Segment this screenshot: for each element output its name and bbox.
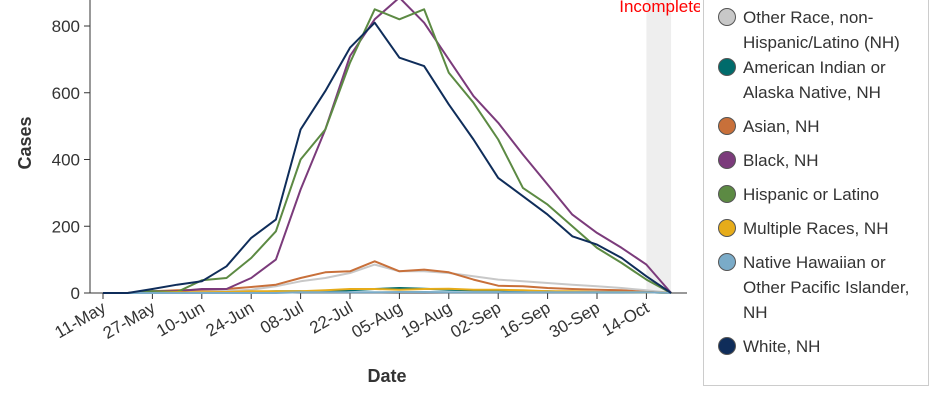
y-tick-label: 600	[52, 84, 80, 103]
x-tick-label: 08-Jul	[257, 298, 307, 338]
legend-swatch-other-race	[718, 8, 736, 26]
x-tick-label: 02-Sep	[447, 298, 504, 342]
x-tick-label: 24-Jun	[203, 298, 258, 340]
legend-label-asian: Asian, NH	[743, 117, 820, 136]
x-axis-title: Date	[367, 366, 406, 386]
legend-label-american-indian: American Indian or Alaska Native, NH	[743, 58, 886, 102]
legend: Other Race, non-Hispanic/Latino (NH) Ame…	[703, 0, 929, 386]
x-tick-label: 22-Jul	[306, 298, 356, 338]
x-tick-label: 11-May	[51, 298, 109, 342]
legend-label-black: Black, NH	[743, 151, 819, 170]
x-tick-label: 14-Oct	[599, 298, 653, 340]
x-tick-label: 27-May	[100, 298, 159, 343]
legend-swatch-native-hawaiian	[718, 253, 736, 271]
x-tick-label: 05-Aug	[348, 298, 405, 342]
incomplete-label: Incomplete	[619, 0, 700, 16]
series-line	[103, 21, 672, 294]
y-tick-label: 0	[71, 284, 80, 303]
legend-swatch-american-indian	[718, 58, 736, 76]
y-axis-title: Cases	[15, 116, 35, 169]
incomplete-band	[646, 0, 672, 293]
y-tick-label: 200	[52, 217, 80, 236]
legend-label-multiple-races: Multiple Races, NH	[743, 219, 889, 238]
legend-swatch-asian	[718, 117, 736, 135]
series-line	[103, 8, 672, 294]
series-line	[103, 0, 672, 294]
series-lines	[103, 0, 672, 294]
y-tick-label: 400	[52, 151, 80, 170]
legend-swatch-hispanic	[718, 185, 736, 203]
legend-label-white: White, NH	[743, 337, 821, 356]
x-tick-label: 19-Aug	[398, 298, 455, 342]
legend-swatch-white	[718, 337, 736, 355]
y-axis: 0 200 400 600 800	[52, 0, 91, 303]
series-line	[103, 291, 672, 294]
x-tick-label: 16-Sep	[497, 298, 554, 342]
y-tick-label: 800	[52, 17, 80, 36]
legend-label-other-race: Other Race, non-Hispanic/Latino (NH)	[743, 8, 900, 52]
x-tick-label: 30-Sep	[546, 298, 603, 342]
legend-swatch-black	[718, 151, 736, 169]
legend-swatch-multiple-races	[718, 219, 736, 237]
legend-label-hispanic: Hispanic or Latino	[743, 185, 880, 204]
legend-label-native-hawaiian: Native Hawaiian or Other Pacific Islande…	[743, 253, 910, 322]
x-tick-label: 10-Jun	[153, 298, 208, 340]
